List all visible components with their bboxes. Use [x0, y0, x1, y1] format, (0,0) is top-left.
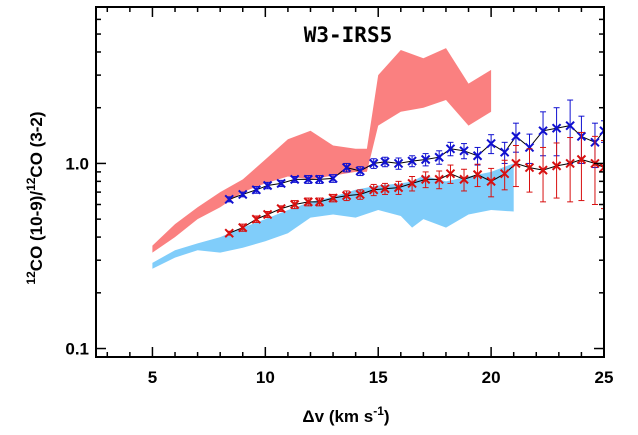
data-point	[407, 178, 417, 189]
shaded-bands	[152, 48, 514, 269]
data-point	[420, 154, 431, 165]
series-2-line	[229, 158, 604, 234]
plot-frame	[95, 6, 605, 358]
y-axis-label-iso2: 12	[24, 177, 38, 191]
data-point	[328, 173, 338, 184]
data-point	[445, 144, 456, 154]
data-point	[551, 161, 562, 171]
data-point	[393, 158, 404, 169]
data-point	[434, 174, 444, 185]
data-point	[368, 185, 379, 195]
data-point	[328, 193, 338, 203]
data-point	[486, 138, 496, 149]
x-tick-label: 20	[482, 368, 501, 387]
series-2	[224, 131, 604, 238]
data-point	[538, 126, 548, 136]
y-tick-label: 1.0	[65, 154, 89, 173]
data-point	[565, 158, 575, 169]
data-point	[407, 156, 417, 166]
data-point	[289, 174, 300, 185]
data-point	[499, 168, 510, 179]
data-point	[224, 194, 234, 205]
data-point	[380, 184, 390, 194]
y-tick-label: 0.1	[65, 340, 89, 359]
data-point	[576, 154, 587, 165]
data-point	[420, 174, 431, 185]
data-point	[251, 185, 262, 195]
data-point	[238, 189, 248, 200]
band-2	[152, 163, 514, 269]
data-point	[511, 158, 521, 169]
data-point	[434, 152, 444, 162]
data-series	[224, 99, 604, 238]
data-point	[459, 146, 469, 156]
data-point	[355, 166, 365, 176]
data-point	[472, 151, 483, 161]
data-point	[499, 147, 510, 157]
data-point	[445, 168, 456, 179]
data-point	[355, 189, 365, 200]
data-point	[262, 180, 273, 191]
data-point	[262, 209, 273, 220]
data-point	[238, 222, 248, 233]
x-tick-label: 25	[595, 368, 614, 387]
data-point	[314, 197, 325, 207]
data-point	[289, 199, 300, 210]
data-point	[341, 162, 352, 173]
data-point	[459, 174, 469, 185]
data-point	[599, 162, 604, 173]
series-1-line	[229, 125, 604, 200]
band-1	[152, 48, 492, 253]
data-point	[524, 142, 535, 153]
y-axis-label-part2: CO (3-2)	[27, 111, 46, 177]
data-point	[224, 228, 234, 238]
y-axis-label-iso1: 12	[24, 271, 38, 285]
data-point	[368, 158, 379, 169]
data-point	[393, 182, 404, 193]
x-tick-label: 5	[148, 368, 157, 387]
data-point	[599, 126, 604, 136]
y-axis-label-part1: CO (10-9)/	[27, 191, 46, 272]
data-point	[565, 120, 575, 131]
data-point	[251, 214, 262, 224]
data-point	[303, 197, 313, 207]
data-point	[524, 162, 535, 173]
data-point	[551, 123, 562, 133]
x-axis-label: Δv (km s-1)	[302, 404, 389, 426]
x-tick-label: 15	[369, 368, 388, 387]
data-point	[538, 165, 548, 175]
x-axis-label-exponent: -1	[373, 404, 384, 418]
data-point	[511, 131, 521, 142]
data-point	[303, 174, 313, 185]
x-axis-label-close: )	[384, 407, 390, 426]
tick-labels: 5 10 15 20 25 0.1 1.0	[65, 154, 613, 387]
chart-title: W3-IRS5	[304, 23, 393, 47]
data-point	[380, 157, 390, 167]
y-axis-label: 12CO (10-9)/12CO (3-2)	[24, 111, 46, 284]
x-axis-label-main: Δv (km s	[302, 407, 373, 426]
data-point	[486, 176, 496, 187]
data-point	[314, 174, 325, 185]
data-point	[472, 169, 483, 180]
x-tick-label: 10	[256, 368, 275, 387]
data-point	[276, 203, 286, 214]
axis-ticks	[96, 7, 605, 357]
data-point	[276, 178, 286, 189]
data-point	[341, 190, 352, 201]
